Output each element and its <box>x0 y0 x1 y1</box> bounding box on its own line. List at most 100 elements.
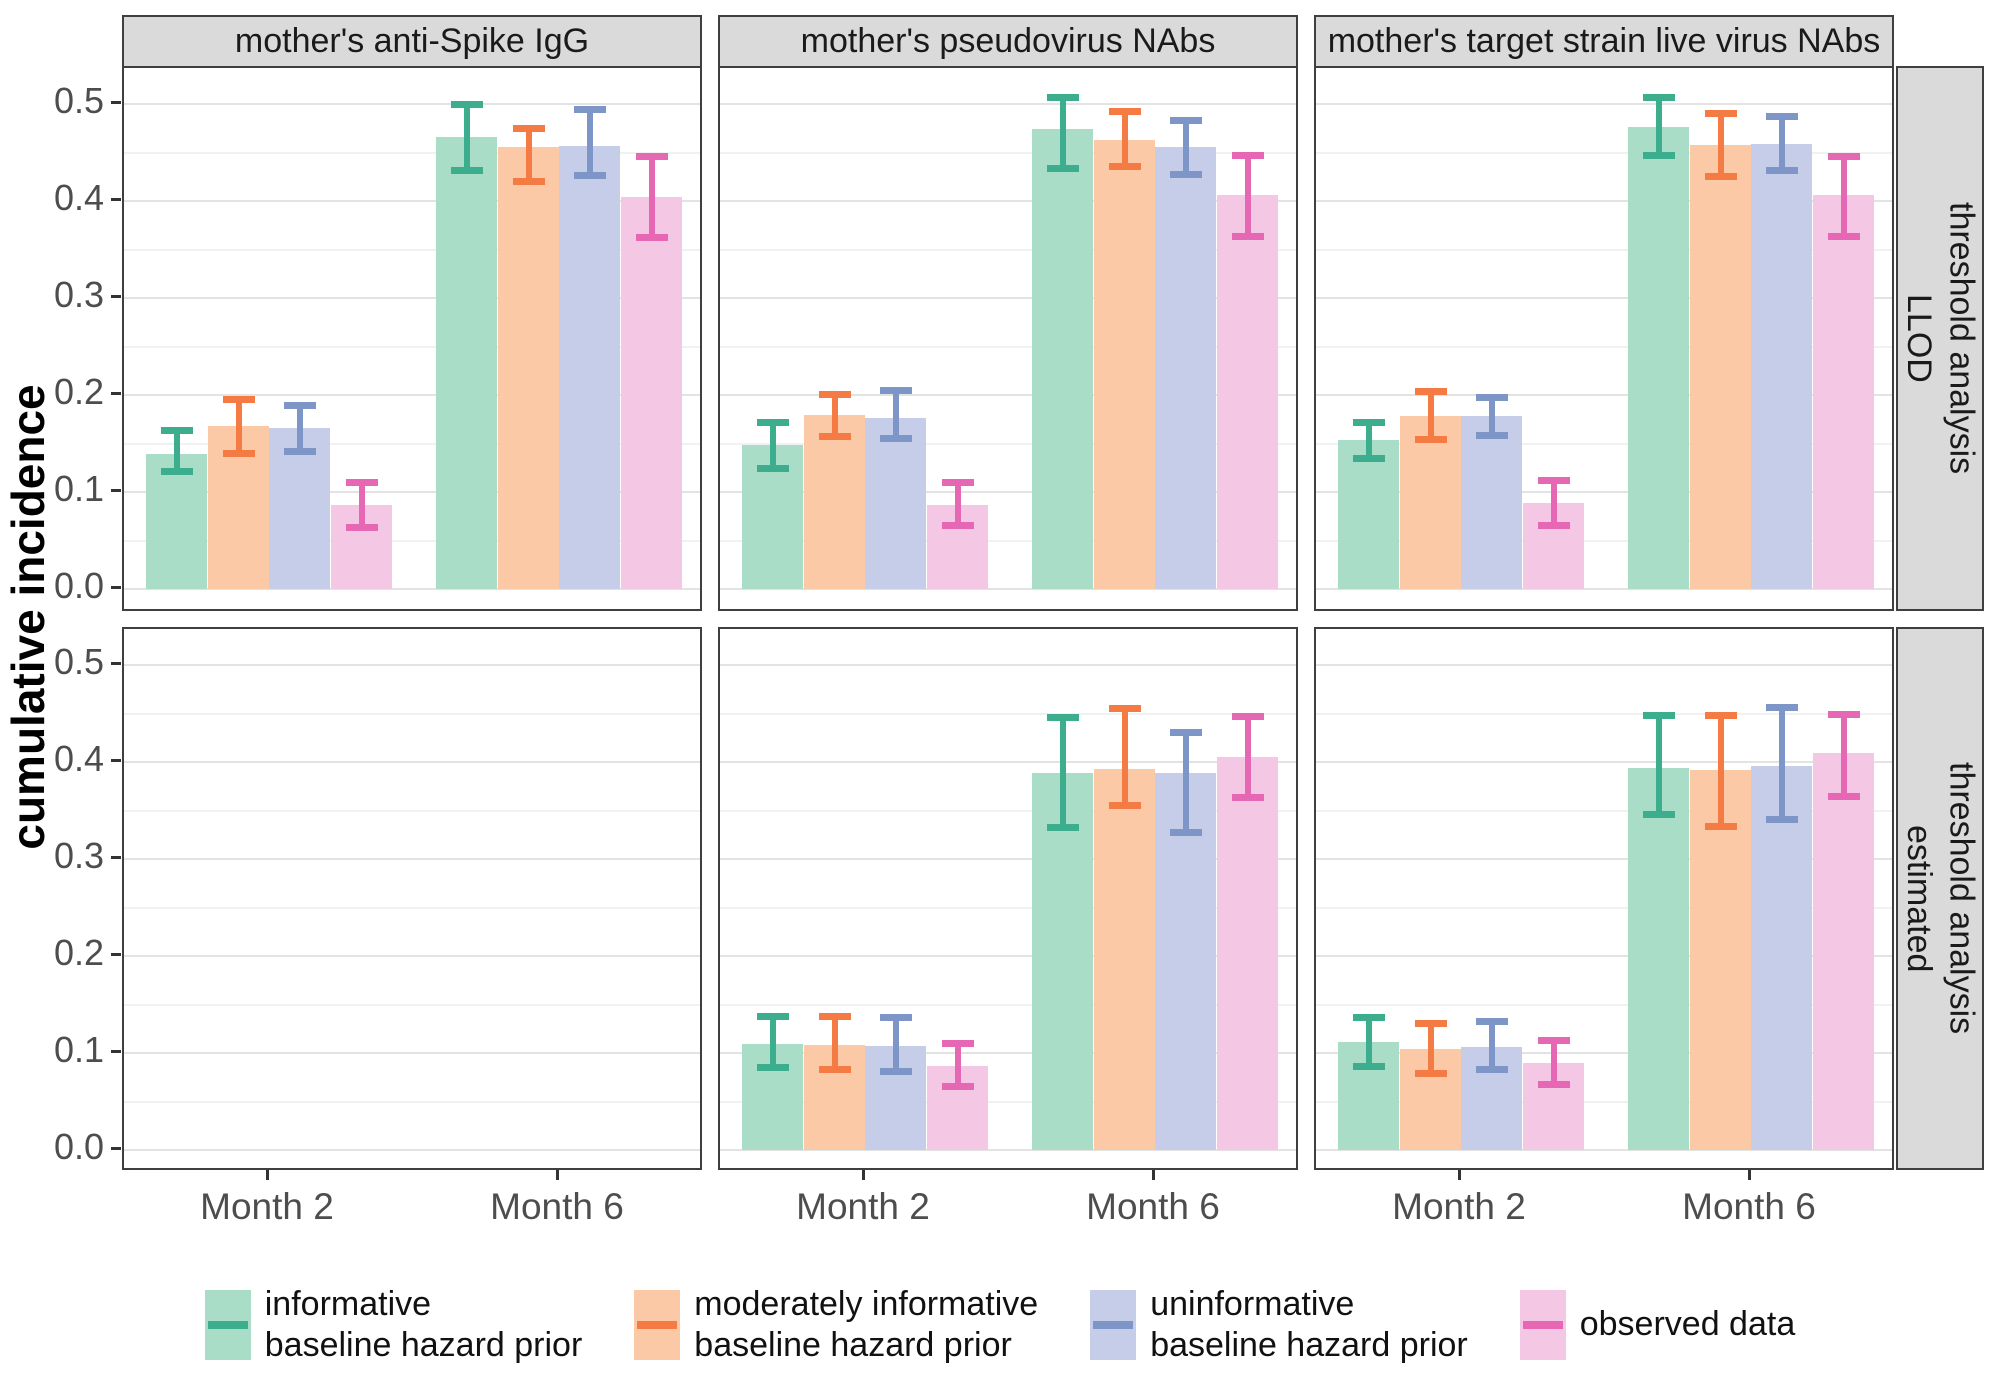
minor-gridline <box>124 249 700 251</box>
error-bar <box>1415 1020 1447 1077</box>
error-bar-cap-top <box>346 479 378 486</box>
error-bar <box>1415 388 1447 443</box>
error-bar-stem <box>359 479 365 531</box>
minor-gridline <box>1316 540 1892 542</box>
major-gridline <box>720 103 1296 105</box>
bar <box>1751 766 1812 1150</box>
major-gridline <box>720 200 1296 202</box>
y-tick-label: 0.0 <box>53 1126 104 1167</box>
error-bar-stem <box>955 1040 961 1090</box>
facet-row-strip: estimated threshold analysis <box>1896 627 1984 1170</box>
major-gridline <box>124 1052 700 1054</box>
error-bar <box>161 427 193 475</box>
minor-gridline <box>124 540 700 542</box>
bar <box>1338 440 1399 589</box>
facet-column-label: mother's target strain live virus NAbs <box>1327 22 1881 60</box>
error-bar-cap-bottom <box>346 524 378 531</box>
error-bar-stem <box>649 153 655 241</box>
error-bar <box>942 1040 974 1090</box>
minor-gridline <box>1316 249 1892 251</box>
error-bar-cap-bottom <box>819 433 851 440</box>
legend: informative baseline hazard prior moderat… <box>0 1284 2000 1366</box>
error-bar-stem <box>770 1013 776 1071</box>
major-gridline <box>1316 1149 1892 1151</box>
minor-gridline <box>1316 152 1892 154</box>
legend-key-line <box>207 1320 248 1329</box>
error-bar-cap-top <box>1705 110 1737 117</box>
error-bar-cap-bottom <box>1538 522 1570 529</box>
error-bar-cap-top <box>451 101 483 108</box>
error-bar-cap-top <box>942 479 974 486</box>
facet-panel <box>718 66 1298 611</box>
error-bar-cap-top <box>1643 94 1675 101</box>
major-gridline <box>720 297 1296 299</box>
legend-label: observed data <box>1579 1305 1796 1344</box>
error-bar-cap-bottom <box>1047 165 1079 172</box>
y-tick-label: 0.4 <box>53 738 104 779</box>
minor-gridline <box>720 713 1296 715</box>
facet-column-strip: mother's target strain live virus NAbs <box>1314 15 1894 68</box>
error-bar <box>942 479 974 529</box>
bar <box>865 418 926 589</box>
legend-item: moderately informative baseline hazard p… <box>634 1284 1038 1366</box>
error-bar-cap-bottom <box>1353 1063 1385 1070</box>
minor-gridline <box>124 1101 700 1103</box>
error-bar-cap-top <box>1828 711 1860 718</box>
minor-gridline <box>720 249 1296 251</box>
error-bar-cap-bottom <box>1353 455 1385 462</box>
error-bar-cap-top <box>1353 419 1385 426</box>
y-tick-label: 0.3 <box>53 835 104 876</box>
x-tick-mark <box>266 1170 269 1180</box>
major-gridline <box>1316 664 1892 666</box>
error-bar <box>1476 1018 1508 1073</box>
bar <box>1628 127 1689 589</box>
error-bar-stem <box>832 1013 838 1073</box>
major-gridline <box>720 664 1296 666</box>
error-bar-cap-top <box>161 427 193 434</box>
error-bar-stem <box>1245 713 1251 801</box>
minor-gridline <box>720 907 1296 909</box>
error-bar-cap-bottom <box>284 448 316 455</box>
error-bar-stem <box>1656 94 1662 159</box>
error-bar-cap-top <box>880 1014 912 1021</box>
error-bar-cap-bottom <box>1766 816 1798 823</box>
minor-gridline <box>720 152 1296 154</box>
error-bar <box>1828 153 1860 240</box>
y-tick-mark <box>111 1050 121 1053</box>
x-tick-label: Month 6 <box>1682 1186 1816 1227</box>
facet-row-strip: LLOD threshold analysis <box>1896 66 1984 611</box>
error-bar-stem <box>1122 108 1128 170</box>
error-bar-stem <box>1060 94 1066 172</box>
error-bar-cap-top <box>1232 713 1264 720</box>
error-bar <box>819 391 851 440</box>
bar <box>1032 129 1093 589</box>
error-bar-stem <box>1366 1014 1372 1070</box>
facet-panel <box>1314 66 1894 611</box>
error-bar <box>636 153 668 241</box>
x-tick-label: Month 2 <box>1392 1186 1526 1227</box>
major-gridline <box>1316 588 1892 590</box>
minor-gridline <box>124 152 700 154</box>
error-bar <box>1047 714 1079 831</box>
y-axis-title: cumulative incidence <box>2 384 54 850</box>
y-tick-mark <box>111 759 121 762</box>
error-bar <box>284 402 316 455</box>
major-gridline <box>720 491 1296 493</box>
error-bar-cap-top <box>1828 153 1860 160</box>
bar <box>1217 195 1278 589</box>
error-bar-cap-bottom <box>574 172 606 179</box>
minor-gridline <box>124 443 700 445</box>
error-bar-cap-bottom <box>161 468 193 475</box>
major-gridline <box>124 103 700 105</box>
bar <box>1813 195 1874 589</box>
error-bar-stem <box>1779 704 1785 823</box>
major-gridline <box>124 588 700 590</box>
error-bar-stem <box>1245 152 1251 240</box>
error-bar <box>1766 113 1798 174</box>
error-bar-stem <box>1428 1020 1434 1077</box>
major-gridline <box>124 1149 700 1151</box>
major-gridline <box>1316 491 1892 493</box>
error-bar-cap-bottom <box>1047 824 1079 831</box>
major-gridline <box>124 955 700 957</box>
facet-column-strip: mother's pseudovirus NAbs <box>718 15 1298 68</box>
